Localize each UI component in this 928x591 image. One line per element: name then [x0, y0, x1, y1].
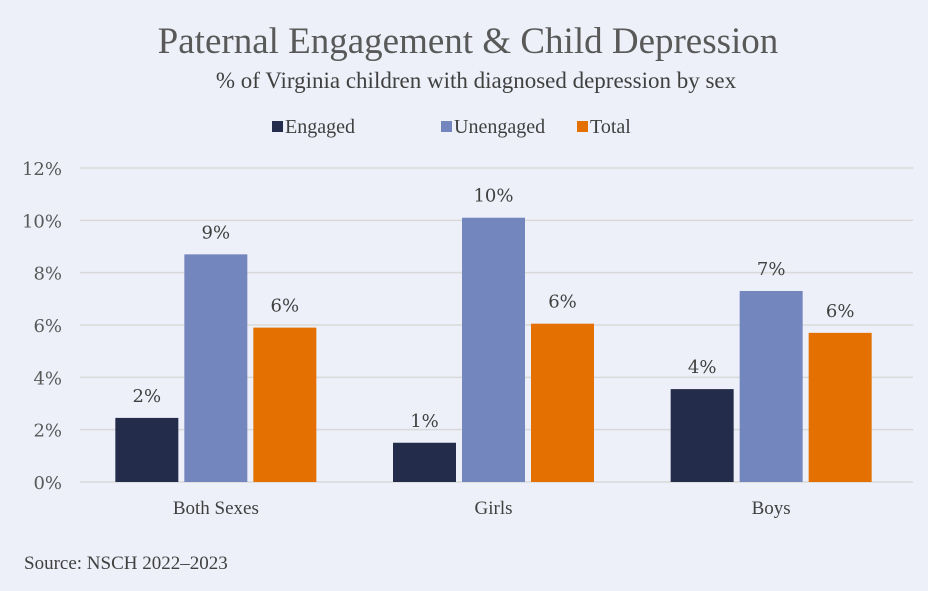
bar-total-girls: [531, 323, 594, 482]
x-tick-label: Boys: [752, 498, 791, 519]
data-label: 6%: [548, 292, 577, 313]
legend: Engaged Unengaged Total: [272, 116, 631, 138]
bar-engaged-boys: [670, 389, 734, 482]
data-label: 10%: [473, 186, 513, 207]
bar-unengaged-both-sexes: [184, 254, 248, 482]
y-tick-label: 10%: [22, 211, 62, 232]
bar-total-boys: [808, 332, 872, 482]
y-tick-label: 8%: [33, 264, 62, 285]
data-label: 2%: [133, 386, 162, 407]
data-label: 7%: [757, 259, 786, 280]
data-label: 6%: [271, 296, 300, 317]
legend-label-engaged: Engaged: [285, 116, 355, 138]
legend-swatch-engaged: [272, 121, 283, 132]
data-label: 6%: [826, 301, 855, 322]
y-tick-label: 12%: [22, 159, 62, 180]
data-label: 4%: [688, 357, 717, 378]
y-tick-label: 2%: [33, 421, 62, 442]
bar-unengaged-boys: [739, 290, 803, 482]
legend-label-unengaged: Unengaged: [454, 116, 545, 138]
data-label: 1%: [410, 411, 439, 432]
chart-title: Paternal Engagement & Child Depression: [158, 21, 779, 62]
x-tick-label: Both Sexes: [173, 498, 259, 519]
source-note: Source: NSCH 2022–2023: [24, 553, 228, 574]
bar-unengaged-girls: [462, 217, 525, 482]
bar-engaged-girls: [393, 442, 456, 482]
legend-label-total: Total: [590, 116, 631, 138]
y-tick-label: 0%: [33, 473, 62, 494]
y-tick-label: 6%: [33, 316, 62, 337]
y-axis: 0% 2% 4% 6% 8% 10% 12%: [22, 159, 62, 494]
bar-engaged-both-sexes: [115, 417, 179, 482]
legend-swatch-total: [577, 121, 588, 132]
x-axis: Both Sexes Girls Boys: [173, 498, 791, 519]
chart-subtitle: % of Virginia children with diagnosed de…: [216, 68, 737, 93]
data-label: 9%: [202, 222, 231, 243]
bar-total-both-sexes: [253, 327, 317, 482]
legend-swatch-unengaged: [441, 121, 452, 132]
x-tick-label: Girls: [475, 498, 513, 519]
y-tick-label: 4%: [33, 368, 62, 389]
bars: 2% 9% 6% 1% 10% 6% 4% 7% 6%: [115, 186, 872, 482]
